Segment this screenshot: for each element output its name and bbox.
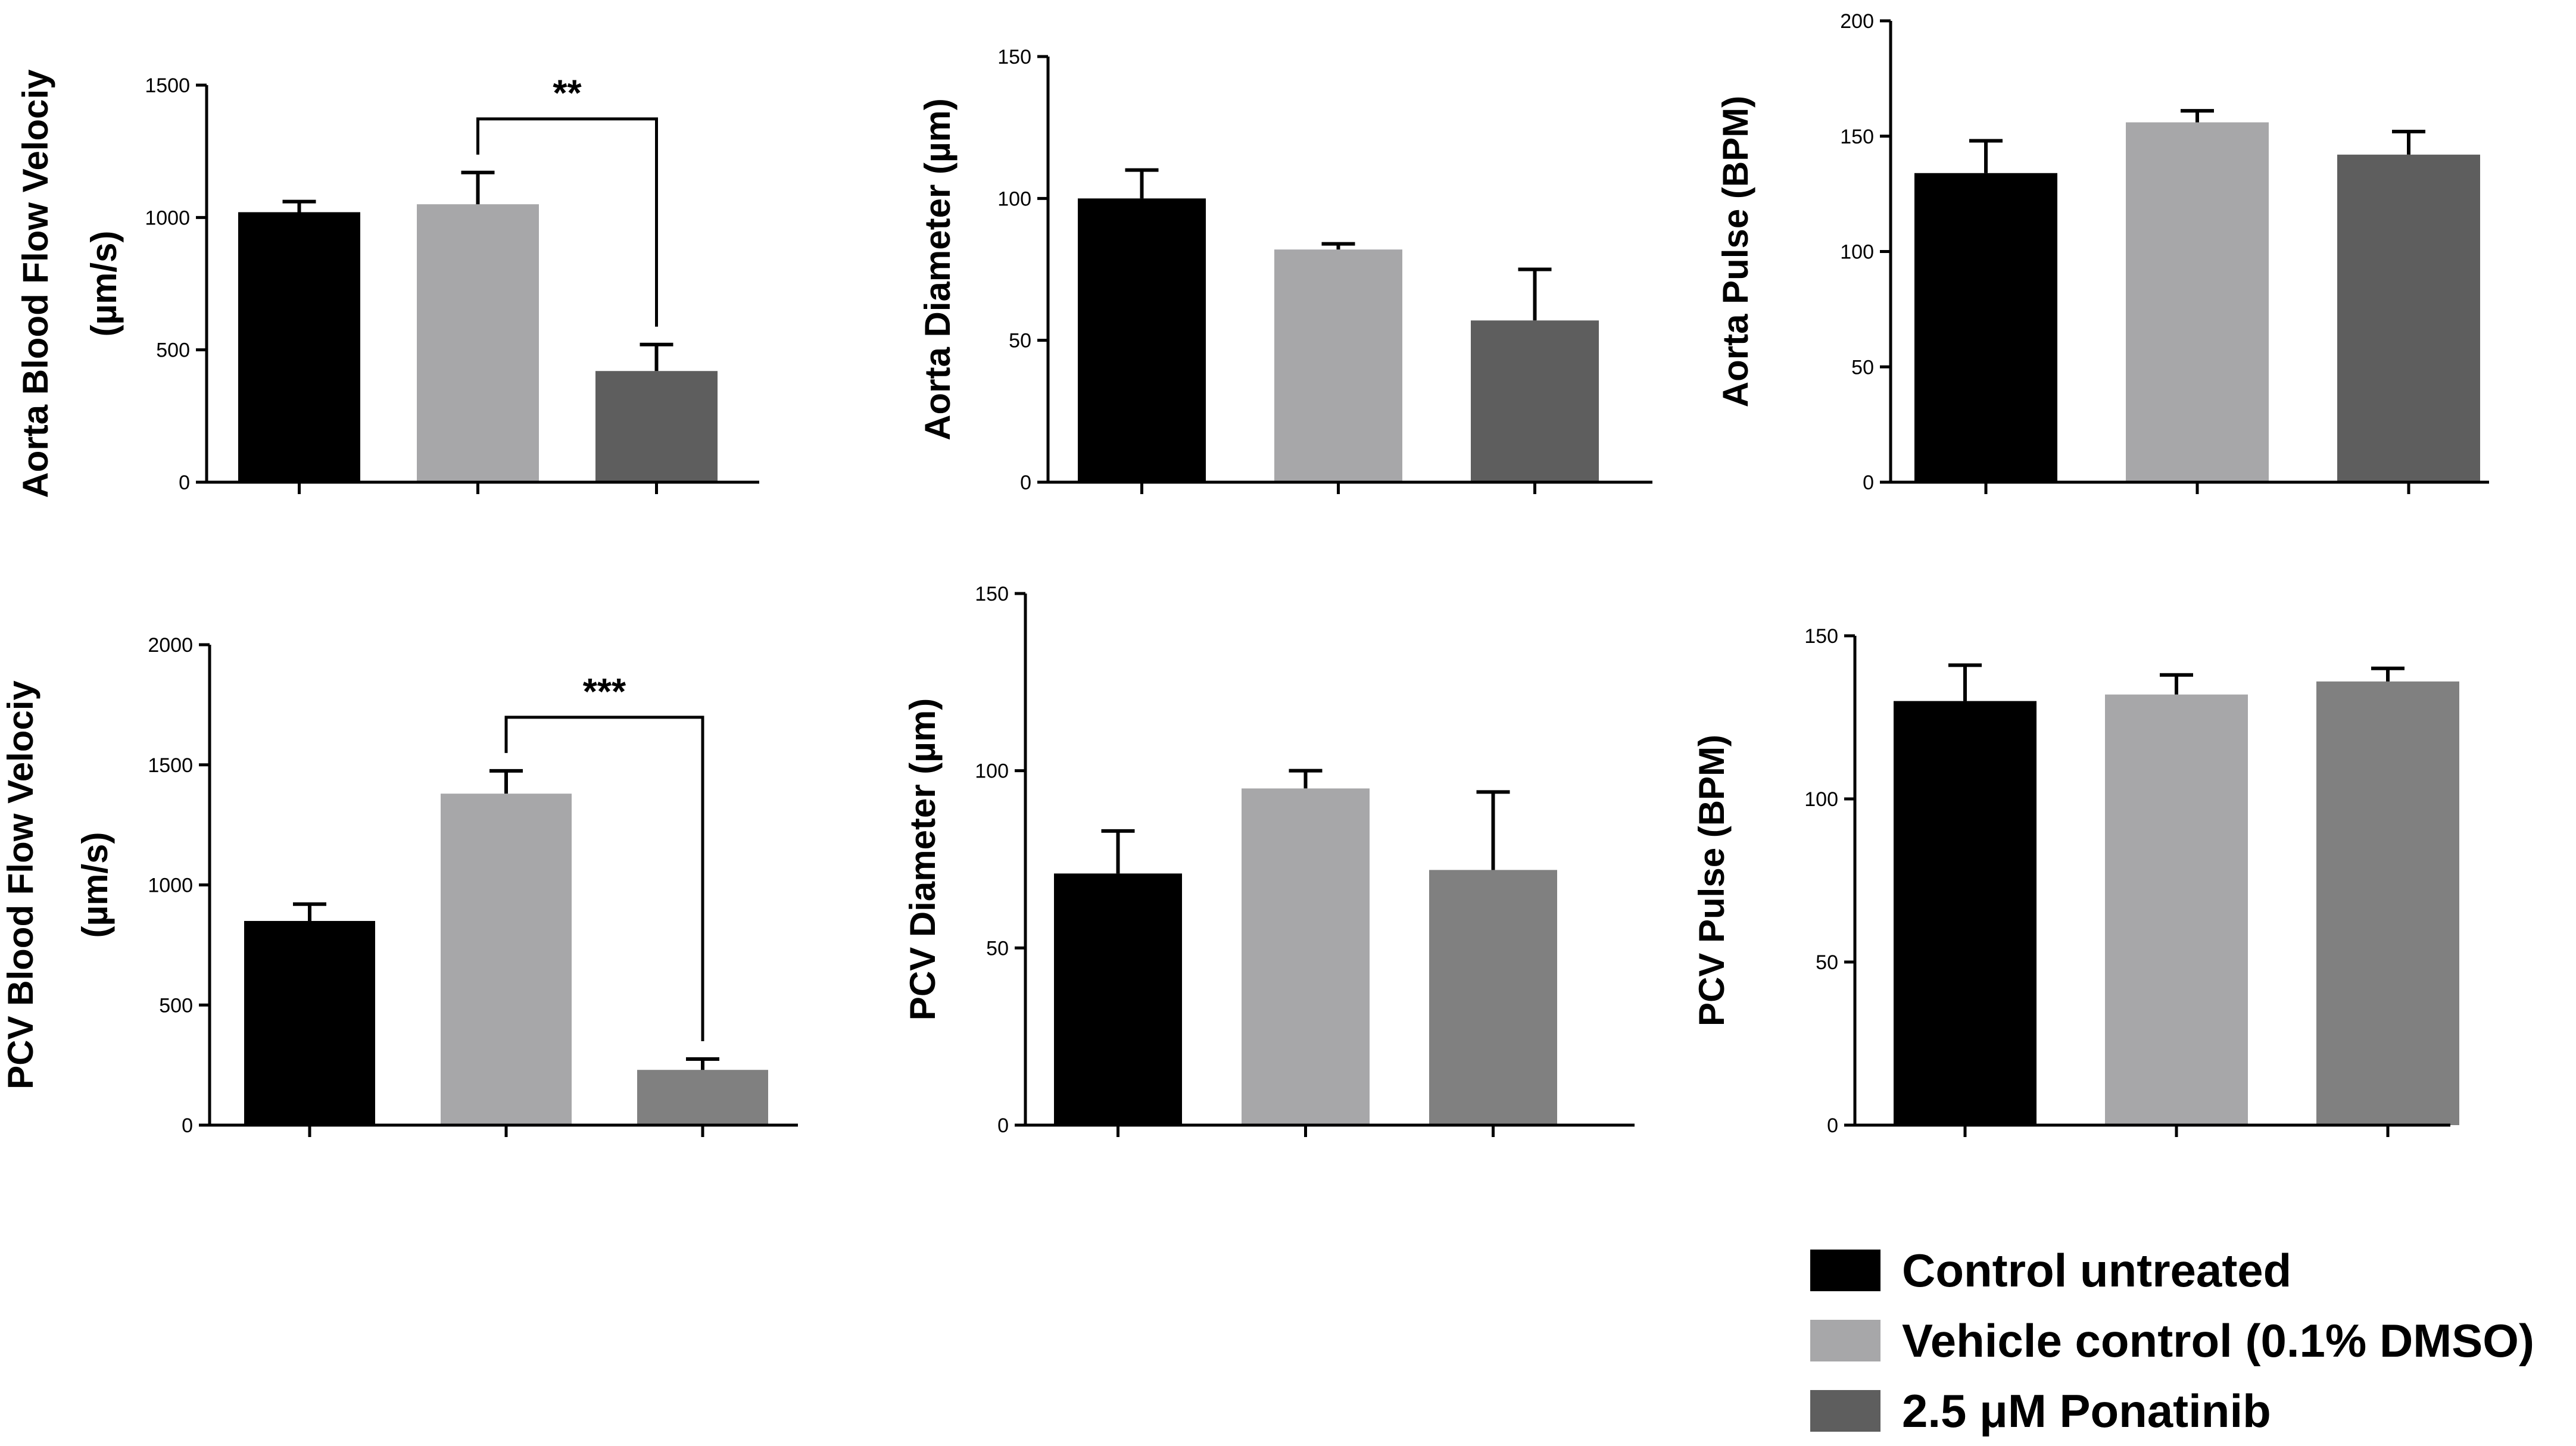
bar-pcv-diameter-0	[1054, 873, 1182, 1125]
y-tick-label-pcv-velocity-0: 0	[182, 1114, 193, 1137]
error-bar-aorta-velocity-2	[640, 342, 673, 371]
y-axis-title-pcv-diameter-0: PCV Diameter (µm)	[903, 698, 943, 1020]
y-tick-label-aorta-diameter-0: 0	[1020, 471, 1031, 494]
significance-bracket-pcv-velocity-0	[504, 716, 704, 1042]
bar-aorta-diameter-0	[1078, 198, 1206, 482]
error-bar-aorta-pulse-1	[2181, 109, 2214, 123]
bar-pcv-pulse-0	[1894, 701, 2037, 1125]
bar-aorta-diameter-1	[1274, 249, 1402, 482]
bar-aorta-pulse-1	[2126, 122, 2269, 482]
error-bar-pcv-velocity-1	[489, 769, 523, 794]
y-tick-label-pcv-diameter-50: 50	[986, 937, 1009, 960]
bar-aorta-diameter-2	[1471, 320, 1599, 482]
y-axis-title-pcv-pulse-0: PCV Pulse (BPM)	[1692, 735, 1732, 1026]
y-tick-label-pcv-velocity-500: 500	[159, 994, 193, 1017]
y-tick-label-aorta-velocity-0: 0	[179, 471, 190, 494]
error-bar-aorta-pulse-0	[1969, 139, 2003, 173]
error-bar-aorta-diameter-1	[1321, 242, 1355, 250]
y-tick-label-aorta-diameter-150: 150	[997, 46, 1031, 68]
bar-aorta-pulse-0	[1914, 173, 2057, 482]
y-tick-label-pcv-velocity-1500: 1500	[148, 754, 193, 777]
y-tick-label-aorta-pulse-0: 0	[1863, 471, 1874, 494]
y-axis-title-aorta-velocity-0: Aorta Blood Flow Velociy	[15, 69, 55, 498]
significance-bracket-aorta-velocity-0	[476, 117, 658, 327]
error-bar-pcv-velocity-2	[686, 1057, 719, 1070]
error-bar-aorta-diameter-2	[1518, 267, 1552, 321]
error-bar-pcv-pulse-2	[2371, 666, 2405, 682]
bar-pcv-velocity-0	[244, 921, 375, 1125]
legend-item-vehicle: Vehicle control (0.1% DMSO)	[1810, 1306, 2534, 1376]
y-tick-label-pcv-pulse-50: 50	[1816, 951, 1838, 974]
bar-aorta-velocity-1	[417, 204, 539, 482]
bar-aorta-pulse-2	[2337, 154, 2480, 482]
legend-item-ponatinib: 2.5 μM Ponatinib	[1810, 1376, 2534, 1446]
chart-aorta-diameter: 0 50 100 150 Aorta Diameter (µm)	[918, 46, 1652, 494]
significance-label-pcv-velocity-0: ***	[583, 672, 626, 713]
y-tick-label-aorta-pulse-50: 50	[1851, 356, 1874, 379]
y-tick-label-aorta-pulse-100: 100	[1840, 241, 1874, 264]
bar-aorta-velocity-0	[238, 212, 360, 482]
y-tick-label-pcv-velocity-2000: 2000	[148, 634, 193, 657]
chart-pcv-pulse: 0 50 100 150 PCV Pulse (BPM)	[1692, 625, 2459, 1137]
chart-aorta-pulse: 0 50 100 150 200 Aorta Pulse (BPM)	[1716, 10, 2489, 494]
bar-pcv-velocity-2	[637, 1070, 768, 1125]
legend-swatch-control	[1810, 1250, 1880, 1291]
error-bar-pcv-diameter-2	[1476, 790, 1510, 870]
chart-aorta-velocity: 0 500 1000 1500 Aorta Blood Flow Velociy (µm/…	[15, 69, 759, 498]
y-tick-label-aorta-diameter-50: 50	[1009, 330, 1031, 352]
y-tick-label-aorta-velocity-1500: 1500	[145, 74, 190, 97]
y-axis-title-aorta-diameter-0: Aorta Diameter (µm)	[918, 98, 958, 441]
y-tick-label-pcv-velocity-1000: 1000	[148, 875, 193, 897]
bar-pcv-velocity-1	[441, 794, 572, 1125]
legend: Control untreated Vehicle control (0.1% …	[1810, 1235, 2534, 1446]
y-tick-label-aorta-diameter-100: 100	[997, 188, 1031, 210]
y-axis-title-aorta-velocity-1: (µm/s)	[84, 231, 124, 337]
error-bar-aorta-velocity-0	[282, 199, 316, 213]
bar-aorta-velocity-2	[595, 371, 718, 482]
y-tick-label-aorta-velocity-1000: 1000	[145, 207, 190, 229]
error-bar-aorta-diameter-0	[1125, 168, 1159, 199]
y-tick-label-pcv-diameter-150: 150	[975, 583, 1009, 605]
y-tick-label-aorta-pulse-200: 200	[1840, 10, 1874, 33]
error-bar-pcv-pulse-1	[2160, 673, 2193, 695]
legend-item-control: Control untreated	[1810, 1235, 2534, 1306]
y-tick-label-aorta-velocity-500: 500	[156, 339, 190, 362]
y-axis-title-pcv-velocity-0: PCV Blood Flow Velociy	[1, 680, 40, 1089]
y-tick-label-pcv-diameter-0: 0	[997, 1114, 1009, 1137]
error-bar-pcv-pulse-0	[1948, 663, 1982, 701]
chart-pcv-velocity: 0 500 1000 1500 2000 PCV Blood Flow Velociy (µ…	[1, 634, 798, 1137]
legend-swatch-vehicle	[1810, 1320, 1880, 1361]
y-tick-label-pcv-pulse-0: 0	[1827, 1114, 1838, 1137]
chart-pcv-diameter: 0 50 100 150 PCV Diameter (µm)	[903, 583, 1635, 1137]
error-bar-aorta-pulse-2	[2392, 130, 2425, 155]
bar-pcv-diameter-1	[1242, 788, 1370, 1125]
error-bar-pcv-diameter-0	[1101, 829, 1135, 874]
legend-swatch-ponatinib	[1810, 1390, 1880, 1432]
y-tick-label-aorta-pulse-150: 150	[1840, 126, 1874, 148]
y-tick-label-pcv-pulse-150: 150	[1804, 625, 1838, 648]
y-tick-label-pcv-diameter-100: 100	[975, 760, 1009, 783]
y-tick-label-pcv-pulse-100: 100	[1804, 788, 1838, 811]
bar-pcv-diameter-2	[1429, 870, 1557, 1125]
error-bar-pcv-velocity-0	[293, 902, 326, 922]
error-bar-aorta-velocity-1	[461, 170, 495, 205]
bar-pcv-pulse-1	[2105, 694, 2248, 1125]
legend-label-control: Control untreated	[1902, 1244, 2292, 1297]
legend-label-vehicle: Vehicle control (0.1% DMSO)	[1902, 1314, 2534, 1367]
bar-pcv-pulse-2	[2316, 681, 2459, 1125]
y-axis-title-aorta-pulse-0: Aorta Pulse (BPM)	[1716, 96, 1755, 407]
significance-label-aorta-velocity-0: **	[553, 73, 582, 114]
y-axis-title-pcv-velocity-1: (µm/s)	[75, 832, 115, 938]
error-bar-pcv-diameter-1	[1289, 769, 1323, 789]
legend-label-ponatinib: 2.5 μM Ponatinib	[1902, 1384, 2271, 1437]
